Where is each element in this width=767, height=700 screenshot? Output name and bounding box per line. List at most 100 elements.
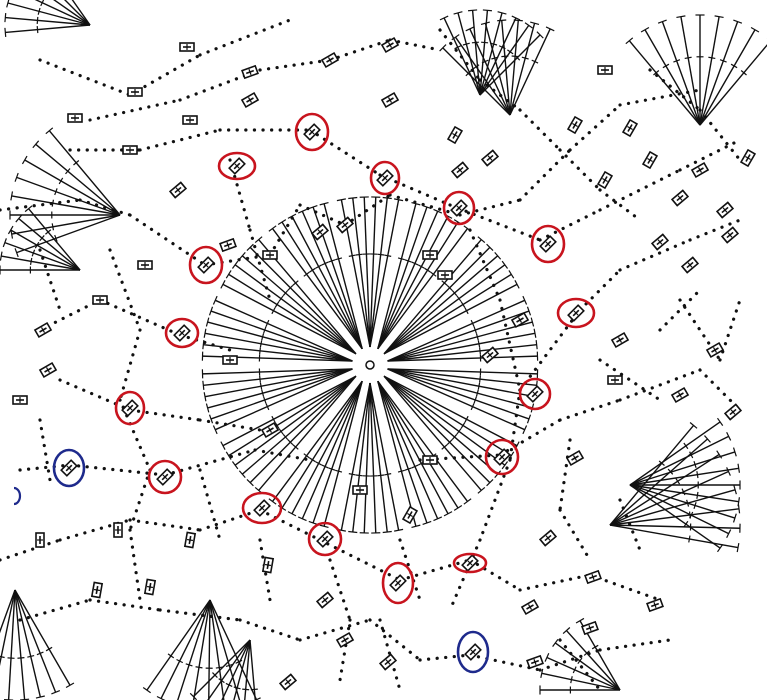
stitch-cap xyxy=(689,422,698,429)
cluster-stitch-icon xyxy=(567,304,585,322)
stitch-cap xyxy=(717,544,724,553)
stitch-stroke xyxy=(291,215,363,350)
chain-stitch-line xyxy=(178,68,262,102)
edge-fan xyxy=(439,19,555,116)
stitch-stroke xyxy=(387,368,526,431)
stitch-cap xyxy=(348,196,358,200)
stitch-cap xyxy=(433,208,443,214)
red-highlight-marker xyxy=(556,297,596,329)
chain-stitch-line xyxy=(598,638,672,652)
chain-stitch-line xyxy=(298,618,372,642)
stitch-cap xyxy=(246,478,254,487)
cluster-stitch-icon xyxy=(641,150,659,170)
stitch-stroke xyxy=(209,599,258,700)
cluster-stitch-icon xyxy=(650,233,670,251)
cluster-stitch-icon xyxy=(222,355,238,365)
stitch-bar xyxy=(215,666,223,669)
cluster-mark xyxy=(532,391,538,397)
stitch-bar xyxy=(31,249,36,257)
stitch-stroke xyxy=(0,589,16,634)
stitch-bar xyxy=(263,326,267,334)
chain-stitch-line xyxy=(88,598,162,612)
stitch-cap xyxy=(212,425,218,435)
stitch-stroke xyxy=(214,368,353,431)
stitch-cap xyxy=(736,542,740,553)
chain-stitch-line xyxy=(368,618,422,662)
stitch-stroke xyxy=(609,438,708,526)
stitch-cap xyxy=(45,127,54,135)
stitch-stroke xyxy=(28,208,81,271)
stitch-cap xyxy=(277,219,287,225)
stitch-cap xyxy=(297,208,307,214)
stitch-bar xyxy=(653,70,660,76)
stitch-stroke xyxy=(609,508,740,526)
stitch-cap xyxy=(4,27,7,37)
edge-fan xyxy=(4,0,91,37)
cluster-mark xyxy=(545,241,551,247)
stitch-stroke xyxy=(71,0,91,26)
cluster-stitch-icon xyxy=(320,51,340,69)
stitch-cap xyxy=(726,529,732,538)
stitch-stroke xyxy=(377,380,449,515)
stitch-cap xyxy=(2,238,7,248)
stitch-cap xyxy=(716,450,723,459)
stitch-stroke xyxy=(369,197,388,348)
stitch-stroke xyxy=(509,20,519,116)
stitch-bar xyxy=(477,382,481,390)
stitch-cap xyxy=(482,9,492,12)
stitch-stroke xyxy=(383,375,506,466)
cluster-mark xyxy=(517,317,523,323)
chain-stitch-line xyxy=(128,213,207,267)
stitch-bar xyxy=(259,375,261,383)
stitch-cap xyxy=(530,21,540,25)
stitch-cap xyxy=(453,11,463,15)
stitch-stroke xyxy=(214,299,353,362)
chain-stitch-line xyxy=(238,618,302,642)
cluster-stitch-icon xyxy=(315,591,335,609)
stitch-cap xyxy=(468,9,478,12)
cluster-stitch-icon xyxy=(12,395,28,405)
stitch-cap xyxy=(508,270,515,279)
stitch-stroke xyxy=(207,368,353,409)
stitch-cap xyxy=(465,26,475,32)
stitch-cap xyxy=(717,417,724,426)
stitch-bar xyxy=(688,535,691,543)
red-highlight-marker xyxy=(530,224,566,264)
center-petal xyxy=(377,201,472,350)
stitch-bar xyxy=(570,676,573,684)
cluster-mark xyxy=(697,167,703,173)
chain-stitch-paths xyxy=(0,18,742,692)
cluster-mark xyxy=(487,155,493,161)
stitch-cap xyxy=(142,687,151,694)
cluster-mark xyxy=(573,310,579,316)
cluster-stitch-icon xyxy=(241,64,259,80)
stitch-cap xyxy=(231,461,239,470)
chain-stitch-line xyxy=(418,653,472,662)
stitch-stroke xyxy=(443,17,481,96)
chain-stitch-line xyxy=(128,408,202,422)
cluster-stitch-icon xyxy=(310,223,330,241)
stitch-cap xyxy=(640,26,650,33)
cluster-stitch-icon xyxy=(422,250,438,260)
cluster-stitch-icon xyxy=(122,145,138,155)
stitch-cap xyxy=(732,513,737,523)
cluster-stitch-icon xyxy=(565,449,585,467)
chain-stitch-line xyxy=(163,448,257,477)
cluster-stitch-icon xyxy=(715,201,735,219)
stitch-cap xyxy=(14,248,19,258)
stitch-cap xyxy=(733,19,743,24)
stitch-stroke xyxy=(479,12,503,96)
stitch-bar xyxy=(39,235,45,242)
stitch-stroke xyxy=(609,453,720,526)
stitch-stroke xyxy=(244,639,251,700)
red-highlight-marker xyxy=(442,190,476,226)
chain-stitch-line xyxy=(558,398,622,422)
stitch-stroke xyxy=(377,221,459,350)
stitch-stroke xyxy=(377,381,417,527)
cluster-stitch-icon xyxy=(197,256,215,274)
stitch-bar xyxy=(479,347,481,355)
red-highlight-marker xyxy=(369,160,401,196)
stitch-stroke xyxy=(352,382,371,533)
stitch-stroke xyxy=(16,214,121,254)
cluster-mark xyxy=(162,474,168,480)
